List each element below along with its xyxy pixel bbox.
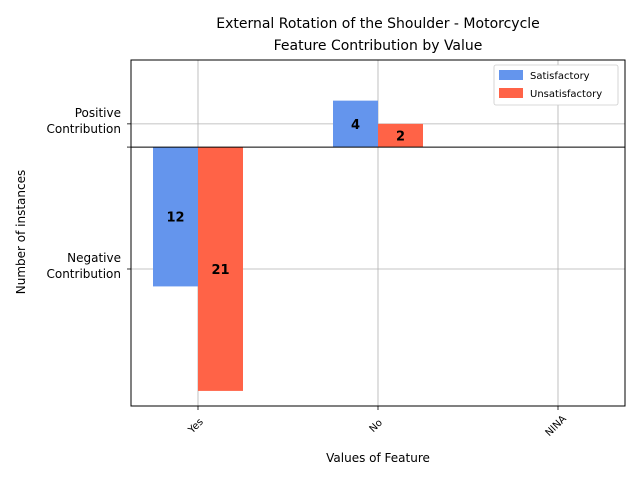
x-tick-label-no: No bbox=[368, 418, 385, 435]
bar-satisfactory-yes bbox=[153, 147, 198, 287]
y-tick-label-0: Positive Contribution bbox=[46, 106, 121, 136]
y-axis-label: Number of instances bbox=[14, 170, 28, 295]
legend-swatch-satisfactory bbox=[499, 70, 523, 80]
y-tick-label-1: Negative Contribution bbox=[46, 251, 121, 281]
x-tick-label-yes: Yes bbox=[186, 417, 206, 437]
bar-unsatisfactory-no bbox=[378, 123, 423, 148]
data-label-satisfactory-yes: 12 bbox=[166, 211, 184, 226]
data-label-unsatisfactory-no: 2 bbox=[396, 129, 405, 144]
x-axis-label: Values of Feature bbox=[326, 451, 430, 465]
legend-label-unsatisfactory: Unsatisfactory bbox=[530, 89, 602, 100]
legend-box bbox=[493, 64, 619, 106]
legend-swatch-unsatisfactory bbox=[499, 88, 523, 98]
data-label-satisfactory-no: 4 bbox=[351, 118, 360, 133]
bars bbox=[153, 100, 423, 391]
chart-title-line-2: Feature Contribution by Value bbox=[274, 38, 483, 54]
x-tick-label-nina: NINA bbox=[544, 413, 569, 438]
bar-unsatisfactory-yes bbox=[198, 147, 243, 391]
legend-label-satisfactory: Satisfactory bbox=[530, 71, 590, 82]
axis-ticks: Yes No NINA Positive Contribution Negative Con… bbox=[46, 106, 568, 439]
chart-title-line-1: External Rotation of the Shoulder - Moto… bbox=[216, 16, 540, 32]
bar-satisfactory-no bbox=[333, 100, 378, 148]
data-labels: 12 4 21 2 bbox=[166, 118, 405, 278]
legend: Satisfactory Unsatisfactory bbox=[493, 64, 619, 106]
data-label-unsatisfactory-yes: 21 bbox=[211, 263, 229, 278]
